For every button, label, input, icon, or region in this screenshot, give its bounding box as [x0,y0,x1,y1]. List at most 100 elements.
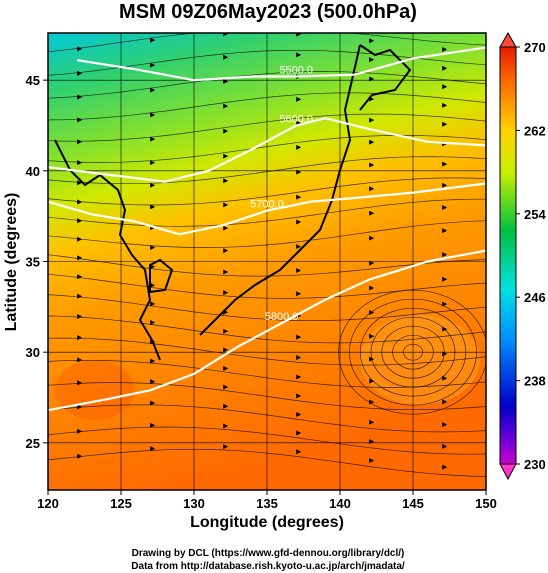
streamline [48,382,486,411]
streamline-arrow [223,225,229,231]
chart-title: MSM 09Z06May2023 (500.0hPa) [119,1,417,23]
streamline-arrow [296,430,302,436]
streamline-arrow [369,210,375,216]
streamline-arrow [150,87,156,93]
streamline-arrow [223,423,229,429]
streamline-arrow [150,422,156,428]
streamline-arrow [77,453,83,459]
streamline-arrow [369,419,375,425]
streamline-arrow [77,255,83,261]
streamline [48,71,486,99]
colorbar-tick-label: 254 [524,207,546,222]
streamline [48,404,486,433]
y-axis-label: Latitude (degrees) [3,193,20,332]
streamline-arrow [223,403,229,409]
streamline-arrow [223,103,229,109]
x-tick-label: 135 [256,496,278,511]
colorbar-tick-label: 230 [524,457,546,472]
streamline-arrow [442,443,448,449]
streamline-arrow [150,379,156,385]
streamline-arrow [369,117,375,123]
contour-label: 5500.0 [279,65,313,77]
plot-area: 5500.0 5600.0 5700.0 5800.0 [48,33,486,490]
streamline-arrow [369,378,375,384]
streamline-arrow [150,204,156,210]
streamline-arrow [369,139,375,145]
streamline [48,315,486,344]
streamline-arrow [223,269,229,275]
contour-label: 5800.0 [265,311,299,323]
contour-line [48,182,486,236]
streamline-arrow [150,182,156,188]
streamline [48,220,486,248]
streamline-arrow [296,268,302,274]
streamline-arrow [150,319,156,325]
streamline [48,92,486,121]
streamline-arrow [223,365,229,371]
streamline-arrow [442,84,448,90]
streamline-arrow [150,62,156,68]
streamline-arrow [77,428,83,434]
streamline-arrow [369,333,375,339]
streamline-arrow [442,375,448,381]
streamline-arrow [442,399,448,405]
streamline-arrow [442,161,448,167]
streamline [48,254,486,277]
streamline-arrow [150,446,156,452]
streamline-arrow [369,439,375,445]
streamline-arrow [77,160,83,166]
streamline-arrow [223,328,229,334]
streamline-arrow [296,219,302,225]
y-tick-label: 30 [26,345,40,360]
streamline-arrow [223,153,229,159]
streamline-arrow [296,354,302,360]
streamline-arrow [442,46,448,52]
credit-data: Data from http://database.rish.kyoto-u.a… [131,561,405,572]
coastline-hokkaido [359,44,412,111]
colorbar: 230 238 246 254 262 270 [499,31,546,481]
x-tick-label: 150 [475,496,497,511]
x-tick-label: 125 [110,496,132,511]
streamline-arrow [369,309,375,315]
streamline-arrow [223,202,229,208]
contour-line [48,249,486,412]
streamline [48,177,486,206]
streamline-arrow [296,33,302,37]
streamline-arrow [442,228,448,234]
streamline-arrow [296,374,302,380]
streamline-arrow [442,422,448,428]
colorbar-tick-label: 262 [524,123,546,138]
streamline-arrow [77,293,83,299]
streamline-arrow [369,457,375,463]
streamline-arrow [77,94,83,100]
streamline-arrow [442,252,448,258]
streamline-arrow [442,276,448,282]
streamline-arrow [223,384,229,390]
streamline-arrow [442,121,448,127]
streamline-arrow [442,464,448,470]
y-tick-label: 40 [26,164,40,179]
southwest-warm-patch [55,360,135,420]
coastline-continent [54,139,161,361]
colorbar-tick-label: 246 [524,290,546,305]
coastline-japan [199,44,361,336]
y-tick-label: 45 [26,73,40,88]
streamline-arrow [77,117,83,123]
streamline-arrow [296,411,302,417]
coastlines [54,44,412,361]
streamline-arrow [369,235,375,241]
streamline-arrow [223,178,229,184]
streamline-arrow [77,380,83,386]
streamline [48,426,486,455]
streamline-arrow [77,313,83,319]
streamline-arrow [150,160,156,166]
streamline [48,135,486,163]
streamline-arrow [150,37,156,43]
streamline [48,33,486,53]
streamline-arrow [77,236,83,242]
streamline-arrow [150,358,156,364]
streamline [48,156,486,185]
streamline-arrow [77,199,83,205]
streamline-arrow [296,144,302,150]
streamline-arrow [442,351,448,357]
